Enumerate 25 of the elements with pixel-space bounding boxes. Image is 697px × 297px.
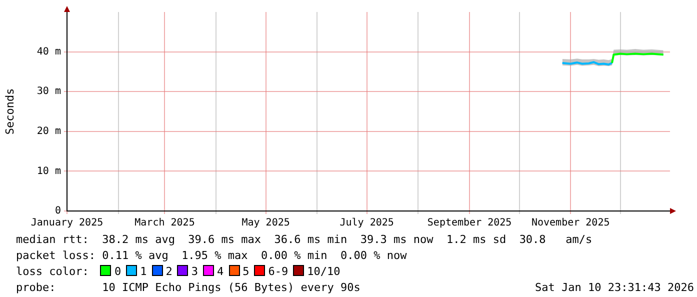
legend-label: 10/10 bbox=[307, 265, 340, 278]
legend-label: 0 bbox=[114, 265, 122, 278]
text: Sat Jan 10 23:31:43 2026 bbox=[535, 280, 694, 296]
legend-label: 1 bbox=[140, 265, 147, 278]
y-tick-label: 20 m bbox=[36, 126, 61, 137]
x-tick-label: September 2025 bbox=[427, 218, 512, 229]
y-tick-label: 10 m bbox=[36, 166, 61, 177]
y-tick-label: 30 m bbox=[36, 86, 61, 98]
x-tick-label: January 2025 bbox=[30, 218, 104, 229]
x-tick-label: July 2025 bbox=[340, 218, 394, 229]
text: probe: 10 ICMP Echo Pings (56 Bytes) every 90s bbox=[16, 280, 360, 296]
x-tick-label: May 2025 bbox=[242, 218, 290, 229]
legend-title: loss color: bbox=[16, 265, 90, 278]
y-tick-label: 40 m bbox=[36, 46, 61, 58]
legend-label: 6-9 bbox=[268, 265, 288, 278]
x-tick-label: March 2025 bbox=[134, 218, 195, 229]
y-tick-label: 0 bbox=[54, 206, 61, 217]
y-axis-title: Seconds bbox=[3, 88, 16, 135]
legend-label: 4 bbox=[216, 265, 224, 278]
text: packet loss: 0.11 % avg 1.95 % max 0.00 % min 0.00 % now bbox=[16, 248, 407, 264]
legend-label: 3 bbox=[191, 265, 198, 278]
text: median rtt: 38.2 ms avg 39.6 ms max 36.6 ms min 39.3 ms now 1.2 ms sd 30.8 am/s bbox=[16, 232, 592, 248]
x-tick-label: November 2025 bbox=[531, 218, 610, 229]
legend-label: 5 bbox=[242, 265, 250, 278]
legend-label: 2 bbox=[166, 265, 172, 278]
